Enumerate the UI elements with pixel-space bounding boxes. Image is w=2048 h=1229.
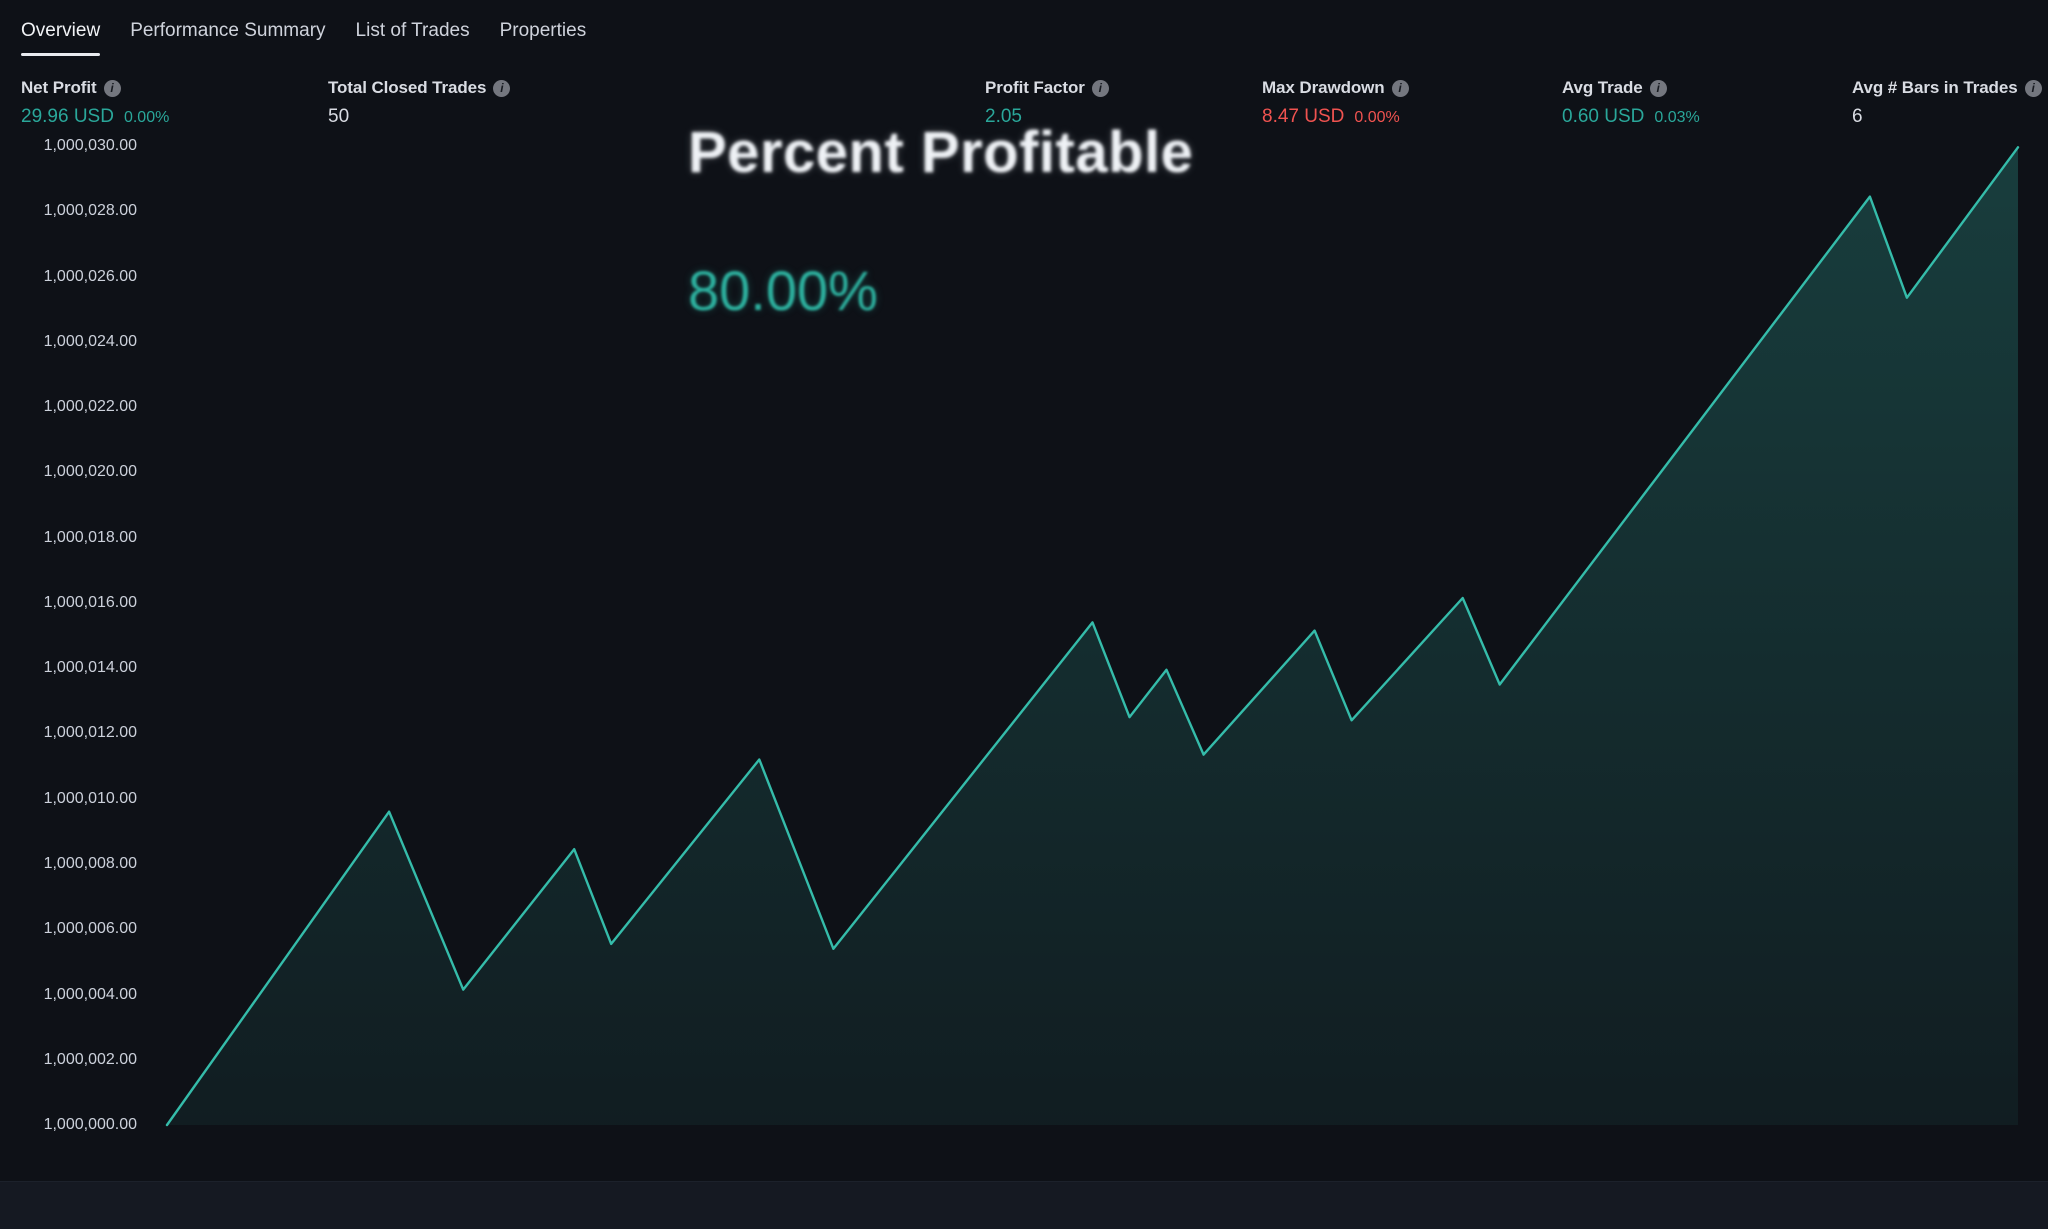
y-axis-label: 1,000,020.00: [43, 463, 137, 481]
equity-area-fill: [167, 147, 2018, 1126]
stat-avg-bars-in-trades: Avg # Bars in Trades i 6: [1852, 78, 2042, 128]
stat-avg-trade: Avg Trade i 0.60 USD 0.03%: [1562, 78, 1700, 128]
tab-performance-summary[interactable]: Performance Summary: [130, 20, 326, 41]
stat-value: 6: [1852, 106, 2042, 128]
stat-label: Max Drawdown i: [1262, 78, 1409, 98]
stat-profit-factor: Profit Factor i 2.05: [985, 78, 1109, 128]
y-axis-label: 1,000,006.00: [43, 920, 137, 938]
y-axis-label: 1,000,030.00: [43, 137, 137, 154]
stat-value-main: 8.47 USD: [1262, 106, 1345, 127]
stat-label: Avg Trade i: [1562, 78, 1700, 98]
y-axis-label: 1,000,008.00: [43, 854, 137, 872]
stat-value-main: 6: [1852, 106, 1863, 127]
y-axis-label: 1,000,002.00: [43, 1050, 137, 1068]
stat-label: Profit Factor i: [985, 78, 1109, 98]
info-icon[interactable]: i: [103, 79, 121, 97]
stats-row: Net Profit i 29.96 USD 0.00% Total Close…: [0, 78, 2048, 148]
stat-label-text: Net Profit: [21, 78, 97, 97]
y-axis-label: 1,000,000.00: [43, 1116, 137, 1133]
stat-label-text: Profit Factor: [985, 78, 1085, 97]
stat-value-main: 50: [328, 106, 350, 127]
info-icon[interactable]: i: [1649, 79, 1667, 97]
stat-net-profit: Net Profit i 29.96 USD 0.00%: [21, 78, 169, 128]
y-axis-label: 1,000,024.00: [43, 332, 137, 350]
info-icon[interactable]: i: [493, 79, 511, 97]
stat-value-main: 0.60 USD: [1562, 106, 1645, 127]
y-axis-label: 1,000,012.00: [43, 724, 137, 742]
stat-value: 29.96 USD 0.00%: [21, 106, 169, 128]
y-axis-label: 1,000,010.00: [43, 789, 137, 807]
stat-value-sub: 0.00%: [123, 109, 170, 126]
y-axis-label: 1,000,016.00: [43, 593, 137, 611]
stat-value-sub: 0.00%: [1354, 109, 1400, 126]
equity-line: [165, 146, 2020, 1127]
price-axis: 1,000,030.00 1,000,028.00 1,000,026.00 1,00…: [30, 0, 137, 1181]
info-icon[interactable]: i: [1091, 79, 1109, 97]
y-axis-label: 1,000,028.00: [43, 202, 137, 220]
stat-value: 0.60 USD 0.03%: [1562, 106, 1700, 128]
y-axis-label: 1,000,018.00: [43, 528, 137, 546]
stat-value-sub: 0.03%: [1654, 109, 1700, 126]
bottom-pane-divider: [0, 1181, 2048, 1229]
y-axis-label: 1,000,022.00: [43, 398, 137, 416]
tab-overview[interactable]: Overview: [21, 8, 101, 56]
tab-list-of-trades[interactable]: List of Trades: [355, 20, 470, 41]
stat-value-main: 29.96 USD: [21, 106, 114, 127]
stat-value-main: 2.05: [985, 106, 1022, 127]
stat-label: Avg # Bars in Trades i: [1852, 78, 2042, 98]
stat-value: 50: [328, 106, 510, 128]
tab-properties[interactable]: Properties: [499, 20, 587, 41]
stat-label-text: Max Drawdown: [1262, 78, 1385, 97]
y-axis-label: 1,000,026.00: [43, 267, 137, 285]
equity-curve-chart[interactable]: 1,000,030.00 1,000,028.00 1,000,026.00 1,00…: [0, 0, 2048, 1181]
stat-label-text: Avg Trade: [1562, 78, 1643, 97]
stat-label-text: Avg # Bars in Trades: [1852, 78, 2018, 97]
stat-label-text: Total Closed Trades: [328, 78, 487, 97]
y-axis-label: 1,000,014.00: [43, 659, 137, 677]
stat-total-closed-trades: Total Closed Trades i 50: [328, 78, 511, 128]
stat-label: Net Profit i: [21, 78, 169, 98]
stat-value: 2.05: [985, 106, 1109, 128]
stat-value: 8.47 USD 0.00%: [1262, 106, 1409, 128]
report-tabs: Overview Performance Summary List of Tra…: [21, 8, 586, 56]
y-axis-label: 1,000,004.00: [43, 985, 137, 1003]
info-icon[interactable]: i: [1391, 79, 1409, 97]
stat-max-drawdown: Max Drawdown i 8.47 USD 0.00%: [1262, 78, 1409, 128]
info-icon[interactable]: i: [2024, 79, 2042, 97]
equity-curve-plot[interactable]: [165, 146, 2020, 1127]
stat-label: Total Closed Trades i: [328, 78, 511, 98]
